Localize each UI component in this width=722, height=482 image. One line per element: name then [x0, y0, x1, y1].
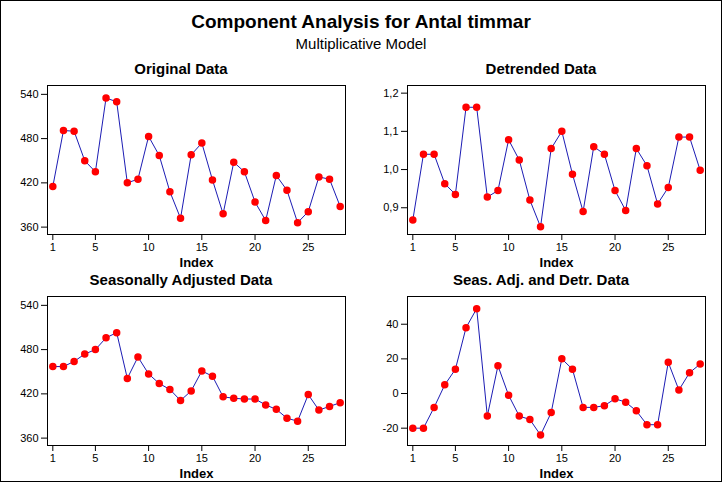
svg-text:40: 40 — [386, 318, 398, 330]
svg-text:1,0: 1,0 — [383, 163, 398, 175]
svg-text:420: 420 — [20, 176, 38, 188]
svg-text:10: 10 — [142, 241, 154, 253]
svg-text:15: 15 — [196, 452, 208, 464]
svg-text:25: 25 — [302, 241, 314, 253]
svg-text:360: 360 — [20, 221, 38, 233]
svg-text:10: 10 — [502, 452, 514, 464]
html-text:Seasonally Adjusted Data: Seasonally Adjusted Data — [89, 271, 273, 288]
svg-text:20: 20 — [249, 241, 261, 253]
svg-text:540: 540 — [20, 88, 38, 100]
svg-text:25: 25 — [662, 241, 674, 253]
svg-text:Index: Index — [540, 466, 575, 481]
svg-text:5: 5 — [92, 452, 98, 464]
svg-text:480: 480 — [20, 132, 38, 144]
svg-text:5: 5 — [92, 241, 98, 253]
svg-text:15: 15 — [556, 241, 568, 253]
svg-text:420: 420 — [20, 387, 38, 399]
svg-text:Index: Index — [540, 255, 575, 270]
svg-text:25: 25 — [662, 452, 674, 464]
svg-text:20: 20 — [609, 452, 621, 464]
html-text:Seas. Adj. and Detr. Data: Seas. Adj. and Detr. Data — [452, 271, 630, 288]
svg-text:0,9: 0,9 — [383, 201, 398, 213]
svg-text:5: 5 — [452, 241, 458, 253]
svg-text:0: 0 — [392, 387, 398, 399]
svg-text:Index: Index — [180, 466, 215, 481]
svg-text:10: 10 — [142, 452, 154, 464]
svg-text:15: 15 — [196, 241, 208, 253]
svg-text:1,2: 1,2 — [383, 87, 398, 99]
svg-text:360: 360 — [20, 432, 38, 444]
svg-text:1: 1 — [50, 241, 56, 253]
svg-text:10: 10 — [502, 241, 514, 253]
svg-text:15: 15 — [556, 452, 568, 464]
html-text:Multiplicative Model: Multiplicative Model — [295, 35, 427, 52]
svg-text:540: 540 — [20, 299, 38, 311]
svg-text:1,1: 1,1 — [383, 125, 398, 137]
html-text:Detrended Data: Detrended Data — [485, 60, 597, 77]
svg-text:20: 20 — [609, 241, 621, 253]
svg-text:-20: -20 — [383, 422, 399, 434]
svg-text:Index: Index — [180, 255, 215, 270]
svg-text:20: 20 — [386, 352, 398, 364]
html-text:Original Data: Original Data — [134, 60, 228, 77]
svg-text:5: 5 — [452, 452, 458, 464]
svg-text:20: 20 — [249, 452, 261, 464]
svg-text:1: 1 — [410, 452, 416, 464]
svg-text:1: 1 — [50, 452, 56, 464]
svg-text:1: 1 — [410, 241, 416, 253]
svg-text:480: 480 — [20, 343, 38, 355]
html-text:Component Analysis for Antal t: Component Analysis for Antal timmar — [191, 11, 531, 32]
svg-text:25: 25 — [302, 452, 314, 464]
